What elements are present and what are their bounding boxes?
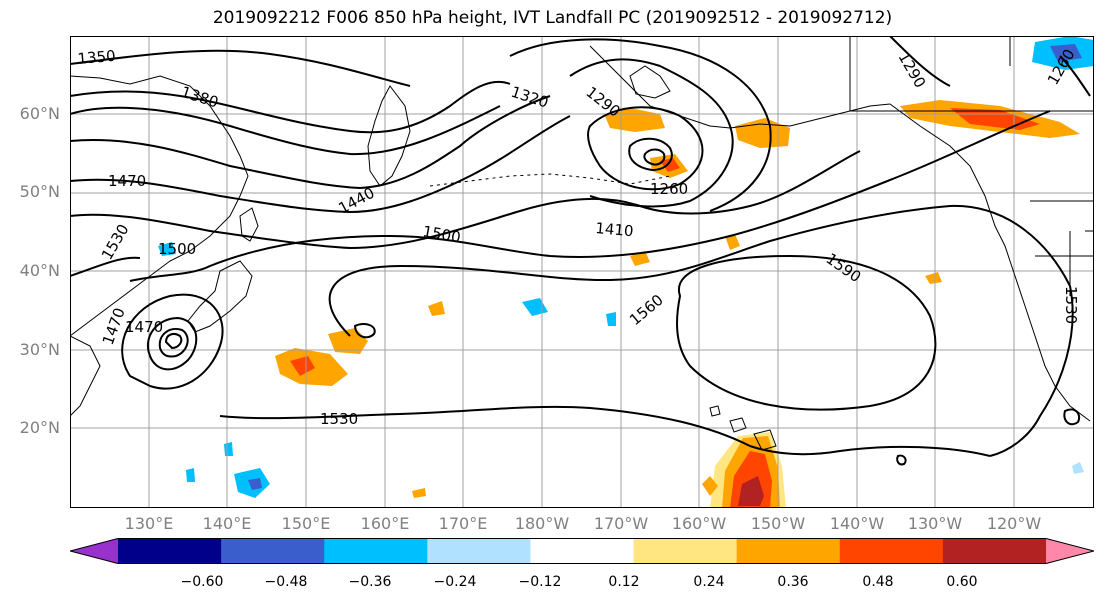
latitude-label: 60°N: [19, 104, 60, 123]
colorbar-tick-label: 0.36: [777, 574, 809, 590]
ivt-negative-region: [186, 468, 195, 482]
colorbar-tick-label: −0.36: [348, 574, 392, 590]
colorbar-tick-label: 0.12: [608, 574, 640, 590]
ivt-negative-region: [606, 312, 616, 326]
longitude-label: 170°E: [438, 514, 488, 533]
coastlines: [70, 36, 1094, 451]
map-panel: 1350 1380 1470 1530 1500 1470 1470 1440 …: [70, 36, 1094, 508]
colorbar-tick-label: −0.48: [264, 574, 308, 590]
colorbar-extension-low: [70, 538, 118, 564]
contour-label: 1470: [125, 318, 163, 336]
ivt-positive-region: [925, 272, 942, 284]
colorbar-bin: [736, 538, 841, 564]
graticule: [70, 36, 1094, 508]
contour-label: 1320: [509, 83, 551, 112]
ivt-positive-region: [738, 476, 764, 506]
longitude-label: 180°W: [514, 514, 570, 533]
colorbar-extension-high: [1046, 538, 1094, 564]
contour-label: 1530: [320, 410, 358, 428]
colorbar-bin: [221, 538, 325, 564]
longitude-label: 120°W: [986, 514, 1042, 533]
contour-label: 1560: [626, 291, 667, 329]
height-contours: [70, 36, 1091, 466]
ivt-positive-region: [735, 118, 790, 148]
longitude-label: 130°E: [124, 514, 174, 533]
ivt-positive-region: [412, 488, 426, 498]
contour-label: 1380: [179, 83, 221, 112]
contour-label: 1590: [823, 250, 865, 287]
colorbar-tick-label: 0.24: [693, 574, 725, 590]
longitude-label: 150°E: [281, 514, 331, 533]
colorbar-bin: [427, 538, 531, 564]
colorbar-bin: [118, 538, 222, 564]
ivt-negative-region: [522, 298, 548, 316]
colorbar: [70, 538, 1094, 564]
ivt-positive-region: [725, 234, 740, 250]
contour-label: 1500: [421, 222, 462, 246]
ivt-positive-region: [660, 158, 680, 172]
contour-label: 1260: [650, 180, 688, 198]
colorbar-tick-label: −0.60: [180, 574, 224, 590]
longitude-label: 160°W: [671, 514, 727, 533]
longitude-label: 130°W: [907, 514, 963, 533]
map-frame: [70, 36, 1094, 508]
colorbar-bin: [633, 538, 738, 564]
longitude-label: 140°E: [202, 514, 252, 533]
latitude-label: 30°N: [19, 340, 60, 359]
ivt-negative-region: [1050, 44, 1082, 62]
colorbar-bin: [839, 538, 944, 564]
contour-label: 1290: [895, 49, 930, 91]
contour-label: 1530: [1062, 286, 1080, 324]
longitude-label: 170°W: [593, 514, 649, 533]
colorbar-outline: [70, 538, 1094, 564]
colorbar-bin: [942, 538, 1047, 564]
latitude-label: 40°N: [19, 261, 60, 280]
ivt-negative-region: [158, 242, 176, 256]
longitude-label: 150°W: [750, 514, 806, 533]
colorbar-tick-label: 0.60: [946, 574, 978, 590]
contour-label: 1470: [108, 172, 146, 190]
ivt-negative-region: [1072, 462, 1084, 474]
ivt-negative-region: [224, 442, 233, 456]
latitude-label: 50°N: [19, 182, 60, 201]
map-title: 2019092212 F006 850 hPa height, IVT Land…: [212, 8, 893, 28]
ivt-positive-region: [428, 301, 445, 316]
longitude-label: 160°E: [360, 514, 410, 533]
ivt-positive-region: [630, 251, 650, 266]
colorbar-tick-label: −0.24: [433, 574, 477, 590]
latitude-label: 20°N: [19, 418, 60, 437]
ivt-negative-region: [248, 478, 262, 490]
ivt-positive-region: [702, 476, 718, 496]
contour-label: 1530: [98, 221, 133, 263]
colorbar-tick-label: −0.12: [518, 574, 562, 590]
contour-label: 1350: [77, 47, 117, 68]
colorbar-tick-label: 0.48: [862, 574, 894, 590]
longitude-label: 140°W: [829, 514, 885, 533]
ivt-shading: [158, 36, 1094, 508]
contour-label: 1500: [158, 240, 196, 258]
colorbar-bin: [530, 538, 635, 564]
colorbar-bin: [324, 538, 428, 564]
ivt-positive-region: [290, 356, 315, 376]
contour-label: 1410: [595, 219, 635, 240]
